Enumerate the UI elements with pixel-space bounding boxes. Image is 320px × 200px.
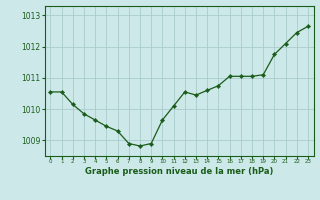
X-axis label: Graphe pression niveau de la mer (hPa): Graphe pression niveau de la mer (hPa) [85,167,273,176]
